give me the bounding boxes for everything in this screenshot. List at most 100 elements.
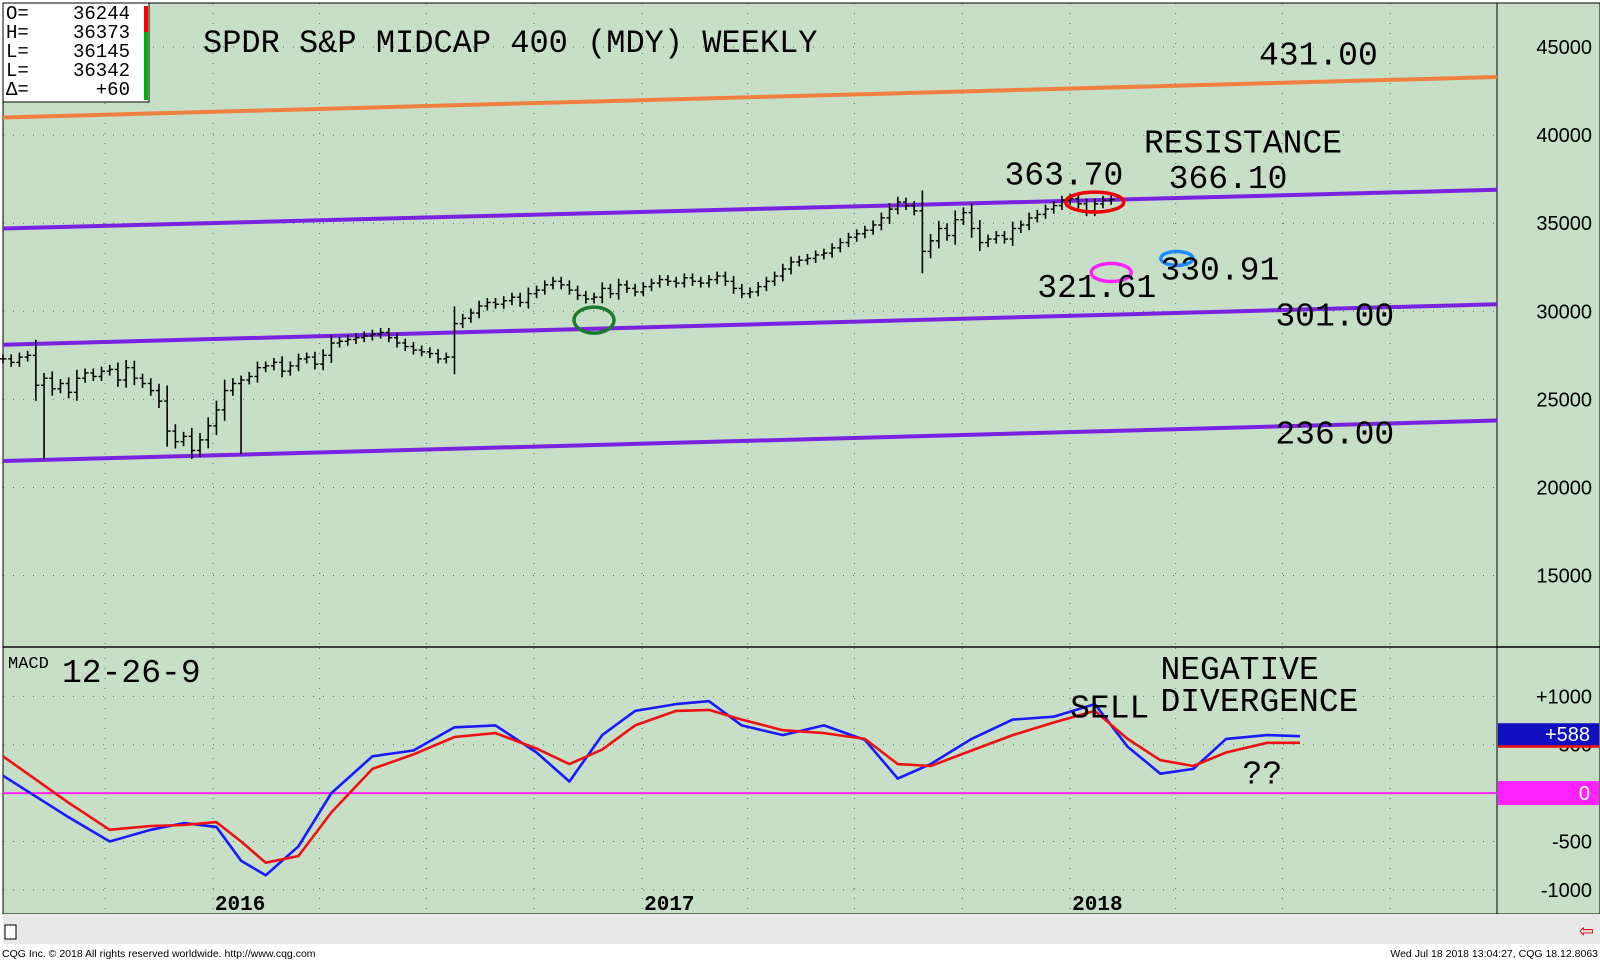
price-bar <box>320 349 327 371</box>
price-bar <box>1099 195 1107 209</box>
price-bar <box>1034 209 1041 223</box>
price-bar <box>525 287 532 309</box>
ohlc-change-value: +60 <box>96 79 130 101</box>
price-annotation: 363.70 <box>1004 157 1123 194</box>
price-annotation: 431.00 <box>1259 38 1378 75</box>
price-bar <box>8 354 15 367</box>
price-bar <box>1001 231 1008 244</box>
price-tick-label: 45000 <box>1536 37 1592 59</box>
price-annotation: RESISTANCE <box>1144 126 1342 163</box>
price-bar <box>829 243 836 258</box>
price-bar <box>476 300 483 319</box>
footer-timestamp: Wed Jul 18 2018 13:04:27, CQG 18.12.8063 <box>1390 948 1598 960</box>
price-tick-label: 40000 <box>1536 125 1592 147</box>
price-bar <box>254 361 261 383</box>
price-bar <box>131 360 138 386</box>
scroll-left-arrow-icon[interactable]: ⇦ <box>1579 921 1594 941</box>
price-bar <box>886 203 894 224</box>
ohlc-last-label: L= <box>6 60 29 82</box>
price-bar <box>558 276 565 290</box>
channel-lines <box>2 74 1498 464</box>
price-bar <box>303 352 311 364</box>
price-bar <box>541 280 549 295</box>
ohlc-last-value: 36342 <box>73 60 130 82</box>
price-tick-label: 30000 <box>1536 301 1592 323</box>
year-label: 2016 <box>215 894 265 917</box>
price-bar <box>90 368 97 381</box>
ohlc-low-label: L= <box>6 41 29 63</box>
ohlc-red-marker <box>144 6 148 32</box>
ohlc-high-value: 36373 <box>73 22 130 44</box>
channel-line <box>2 418 1498 464</box>
red-highlight-circle <box>1064 190 1126 214</box>
price-annotation: 236.00 <box>1275 416 1394 453</box>
price-bar <box>65 377 73 399</box>
price-bar <box>591 292 598 304</box>
price-bar <box>599 282 606 304</box>
price-bar <box>533 285 541 299</box>
channel-line <box>2 302 1498 347</box>
price-bar <box>714 271 721 285</box>
price-bar <box>673 276 680 288</box>
price-bar <box>114 362 122 387</box>
price-bar <box>377 327 385 339</box>
price-bar <box>763 276 770 292</box>
price-bar <box>394 333 401 348</box>
price-bar <box>205 417 212 449</box>
price-tick-label: 15000 <box>1536 566 1592 588</box>
macd-annotation: SELL <box>1070 691 1149 728</box>
scroll-handle[interactable] <box>4 924 17 940</box>
price-bar <box>287 361 294 376</box>
price-bar <box>607 283 614 299</box>
ohlc-open-value: 36244 <box>73 3 130 25</box>
price-bar <box>681 273 688 288</box>
price-bar <box>738 283 746 299</box>
price-bar <box>180 431 188 447</box>
price-bar <box>640 282 647 297</box>
price-bar <box>747 287 754 299</box>
price-bar <box>500 296 508 309</box>
price-annotation: 366.10 <box>1169 161 1288 198</box>
ohlc-low-value: 36145 <box>73 41 130 63</box>
price-bar <box>369 329 376 341</box>
price-bar <box>705 275 713 288</box>
ohlc-high-label: H= <box>6 22 29 44</box>
price-axis-panel <box>1497 3 1600 914</box>
price-bar <box>147 378 155 396</box>
price-bar <box>968 203 976 238</box>
price-bar <box>878 212 885 231</box>
price-bar <box>172 424 179 449</box>
price-bar <box>960 207 967 225</box>
price-bar <box>656 275 664 288</box>
price-bar <box>467 308 475 323</box>
price-annotation: 301.00 <box>1275 298 1394 335</box>
price-bar <box>771 271 779 286</box>
price-bar <box>164 385 171 447</box>
blue-highlight-circle <box>1159 249 1195 268</box>
price-bars <box>0 190 1115 460</box>
price-bar <box>246 371 253 385</box>
price-bar <box>57 379 64 394</box>
price-bar <box>32 339 40 401</box>
price-bar <box>155 383 163 409</box>
price-bar <box>779 263 787 282</box>
price-bar <box>16 352 23 367</box>
price-bar <box>279 356 286 378</box>
price-tick-label: 35000 <box>1536 213 1592 235</box>
price-bar <box>1017 220 1025 233</box>
price-bar <box>615 278 623 300</box>
price-bar <box>344 334 352 346</box>
price-bar <box>484 297 491 311</box>
price-bar <box>328 335 335 363</box>
price-bar <box>426 347 434 359</box>
price-bar <box>435 349 442 364</box>
price-bar <box>1026 212 1033 231</box>
price-bar <box>1042 204 1050 219</box>
macd-lines: +588 0 <box>2 699 1599 877</box>
price-bar <box>632 283 639 297</box>
ohlc-green-marker <box>144 32 148 100</box>
price-tick-label: 20000 <box>1536 477 1592 499</box>
price-bar <box>1108 195 1115 205</box>
price-bar <box>853 229 861 242</box>
